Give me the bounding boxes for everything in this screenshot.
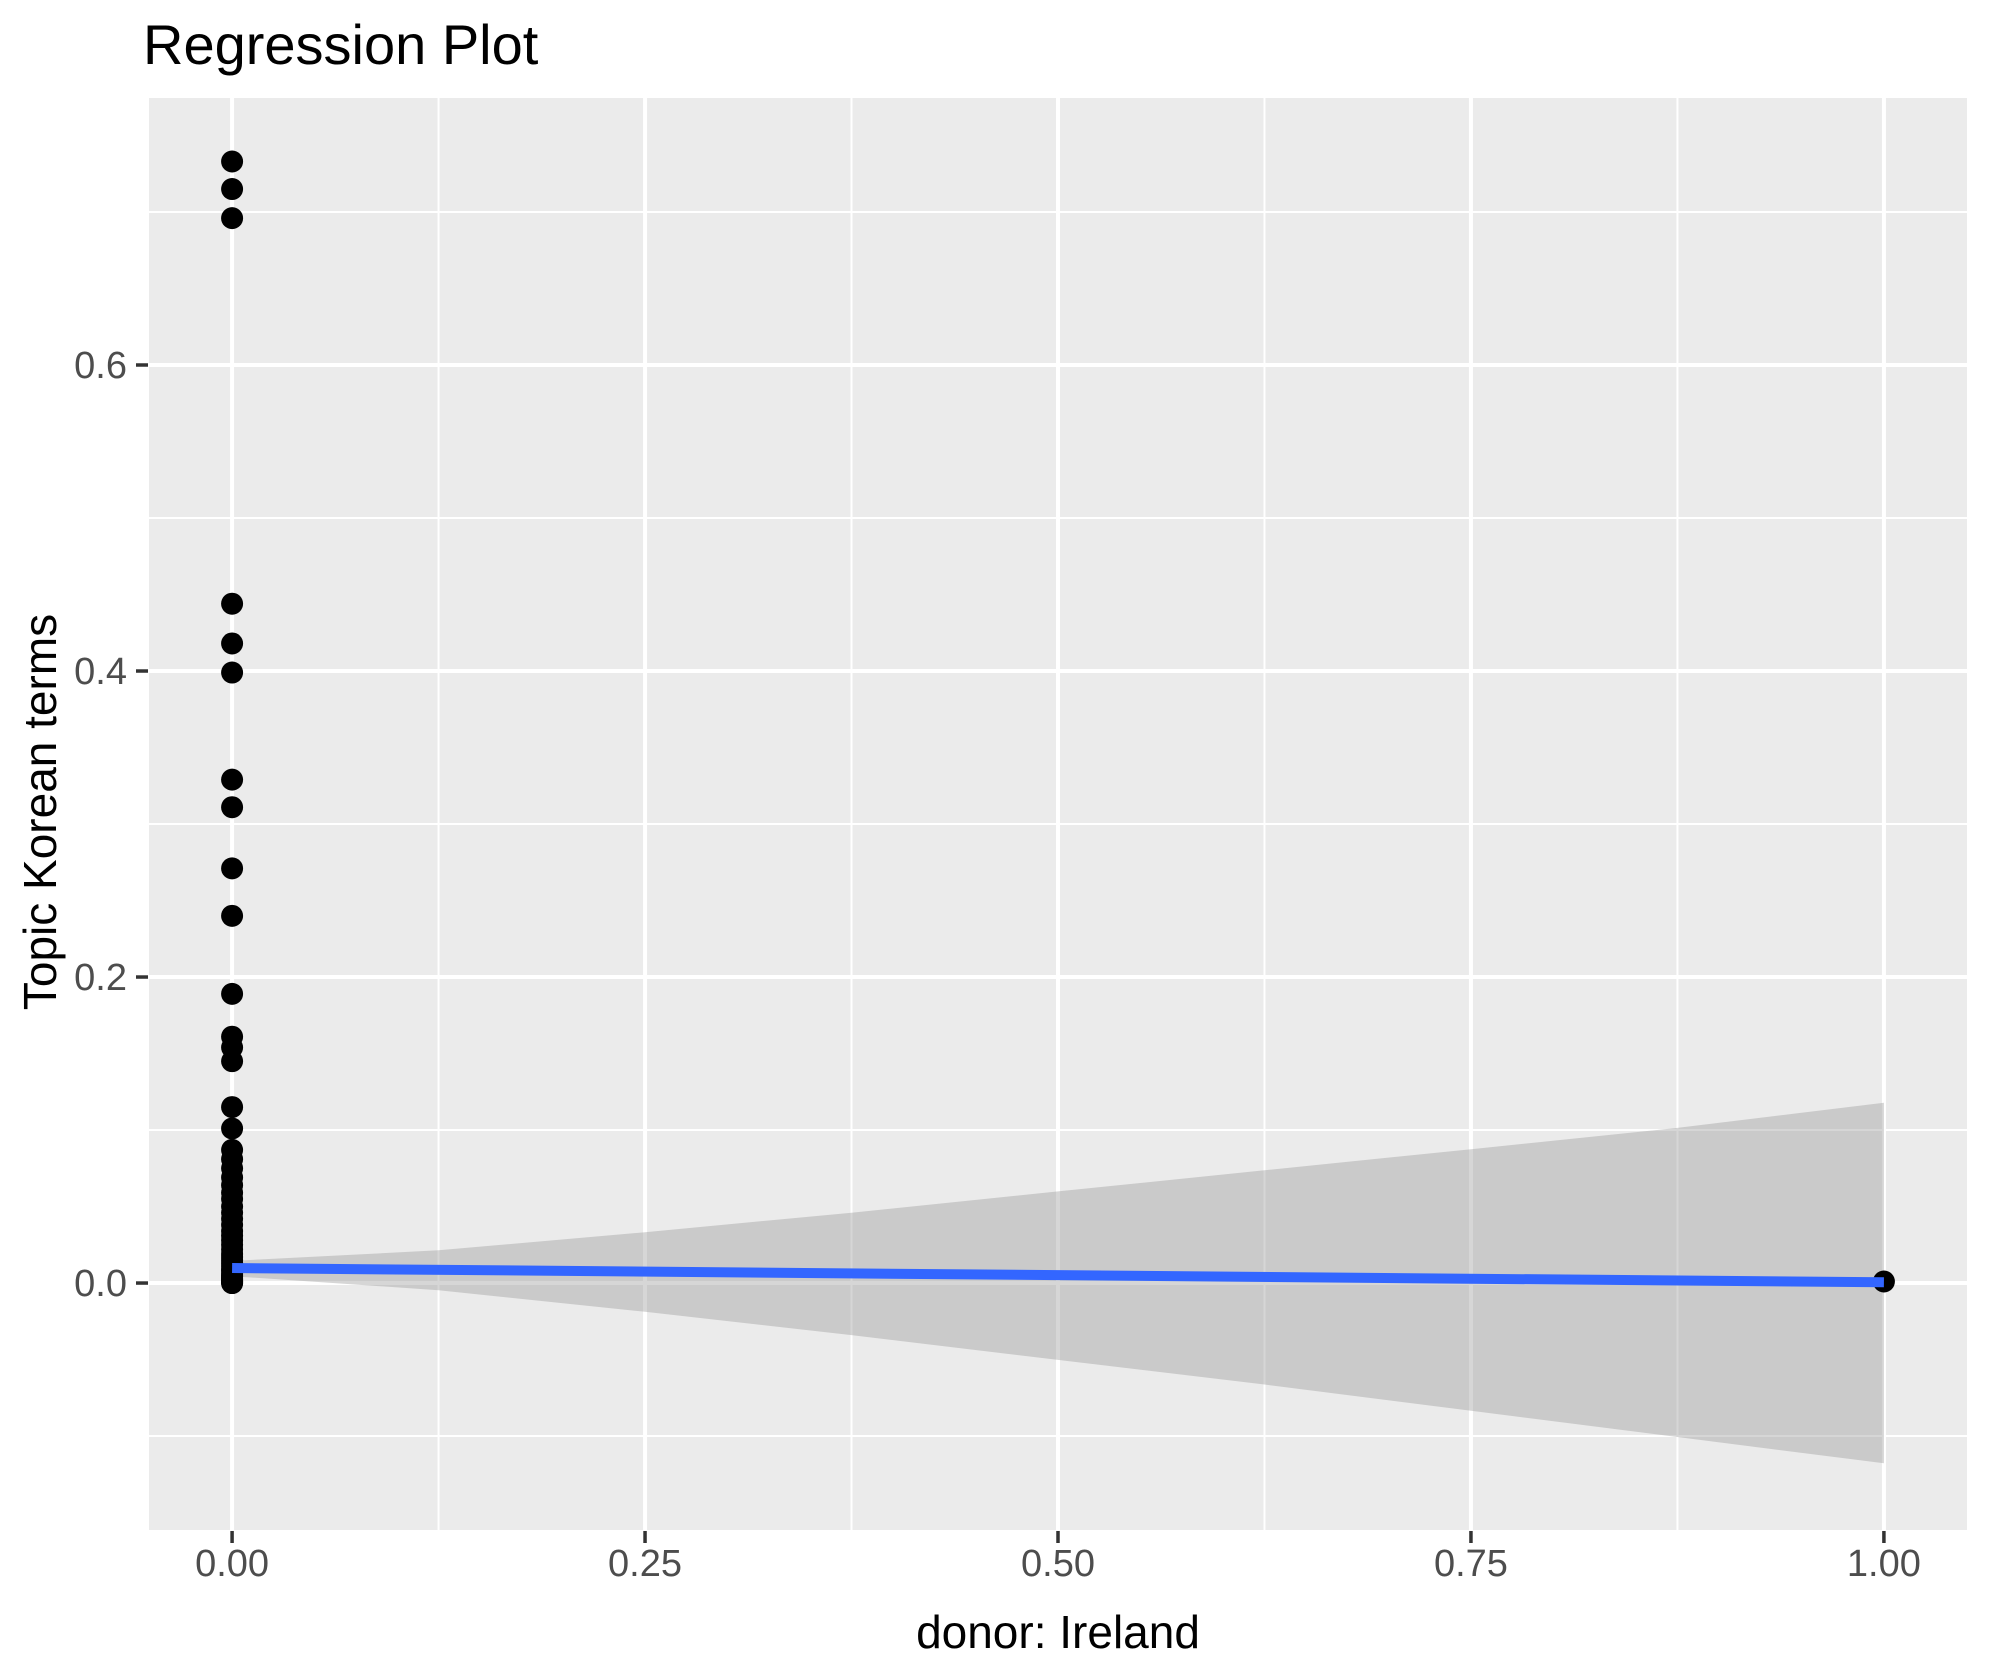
x-tick-label: 0.25 — [608, 1543, 682, 1585]
data-point — [221, 1096, 244, 1119]
data-point — [221, 857, 244, 880]
data-point — [221, 796, 244, 819]
data-point — [221, 207, 244, 230]
data-point — [221, 982, 244, 1005]
confidence-band — [232, 1102, 1884, 1464]
data-point — [221, 592, 244, 615]
x-tick-label: 0.00 — [195, 1543, 269, 1585]
data-point — [221, 632, 244, 655]
data-point — [221, 768, 244, 791]
data-point — [221, 904, 244, 927]
y-tick-label: 0.4 — [74, 651, 127, 693]
y-tick-label: 0.0 — [74, 1263, 127, 1305]
y-tick-label: 0.6 — [74, 345, 127, 387]
data-point — [221, 150, 244, 173]
y-tick-label: 0.2 — [74, 957, 127, 999]
x-tick-label: 0.75 — [1434, 1543, 1508, 1585]
x-tick-label: 1.00 — [1847, 1543, 1921, 1585]
data-point — [221, 1050, 244, 1073]
x-tick-label: 0.50 — [1021, 1543, 1095, 1585]
x-axis-title: donor: Ireland — [916, 1606, 1200, 1658]
data-point — [221, 178, 244, 201]
data-point — [221, 1272, 244, 1295]
data-point — [221, 661, 244, 684]
regression-line — [232, 1263, 1884, 1288]
y-axis-title: Topic Korean terms — [14, 613, 66, 1011]
data-point — [221, 1117, 244, 1140]
plot-title: Regression Plot — [143, 13, 539, 76]
